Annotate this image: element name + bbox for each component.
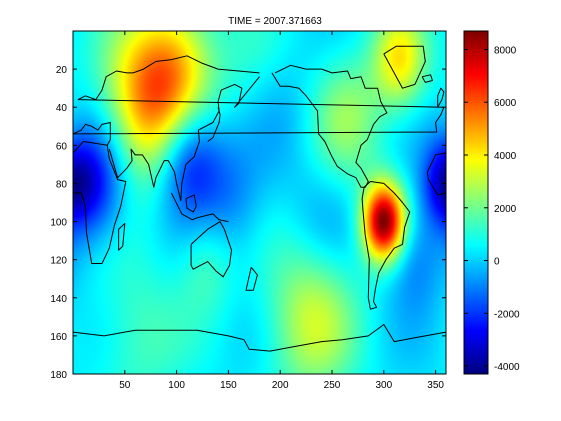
coast-indonesia bbox=[170, 192, 229, 223]
colorbar-tick-label: 8000 bbox=[494, 45, 517, 56]
x-axis: 50 100 150 200 250 300 350 bbox=[119, 31, 444, 391]
map-axes: 50 100 150 200 250 300 350 20 40 60 80 100 120 140 16… bbox=[50, 30, 447, 391]
coast-africa bbox=[426, 152, 447, 173]
coast-n-america bbox=[271, 64, 388, 188]
colorbar-tick-label: 4000 bbox=[494, 151, 517, 162]
y-tick-label: 40 bbox=[56, 103, 68, 114]
map-frame bbox=[72, 30, 447, 375]
y-tick-label: 160 bbox=[50, 332, 67, 343]
x-tick-label: 200 bbox=[272, 380, 289, 391]
y-tick-label: 180 bbox=[50, 370, 67, 381]
coast-greenland bbox=[383, 45, 426, 89]
x-tick-label: 50 bbox=[119, 380, 131, 391]
y-tick-label: 100 bbox=[50, 218, 67, 229]
x-tick-label: 100 bbox=[168, 380, 185, 391]
colorbar-gradient bbox=[464, 31, 488, 374]
coast-europe bbox=[72, 55, 445, 135]
coast-europe-south bbox=[72, 122, 111, 146]
coast-iceland bbox=[421, 74, 433, 83]
colorbar-frame bbox=[463, 30, 489, 375]
coast-madagascar bbox=[118, 223, 126, 251]
colorbar-tick-label: -2000 bbox=[494, 309, 520, 320]
coast-borneo bbox=[185, 194, 197, 213]
colorbar-ticks: 8000 6000 4000 2000 0 -2000 -4000 bbox=[464, 45, 520, 373]
coast-australia bbox=[190, 221, 232, 278]
coast-s-america bbox=[361, 181, 411, 310]
colorbar-tick-label: 2000 bbox=[494, 204, 517, 215]
colorbar: 8000 6000 4000 2000 0 -2000 -4000 bbox=[463, 30, 520, 375]
x-tick-label: 150 bbox=[220, 380, 237, 391]
coast-uk bbox=[437, 87, 445, 108]
y-tick-label: 20 bbox=[56, 65, 68, 76]
field-heatmap bbox=[73, 31, 446, 374]
colorbar-tick-label: -4000 bbox=[494, 362, 520, 373]
y-tick-label: 140 bbox=[50, 294, 67, 305]
x-tick-label: 300 bbox=[375, 380, 392, 391]
y-axis: 20 40 60 80 100 120 140 160 180 bbox=[50, 65, 446, 381]
coastlines bbox=[72, 45, 447, 352]
coast-japan bbox=[207, 107, 221, 142]
coast-arabia-asia bbox=[108, 76, 260, 202]
plot-title: TIME = 2007.371663 bbox=[228, 16, 322, 27]
colorbar-tick-label: 6000 bbox=[494, 98, 517, 109]
coast-africa-east bbox=[72, 141, 127, 264]
y-tick-label: 80 bbox=[56, 179, 68, 190]
coast-nz bbox=[245, 266, 258, 291]
x-tick-label: 250 bbox=[324, 380, 341, 391]
coast-africa-west bbox=[426, 171, 447, 196]
y-tick-label: 120 bbox=[50, 256, 67, 267]
coast-antarctica bbox=[72, 324, 447, 352]
x-tick-label: 350 bbox=[427, 380, 444, 391]
colorbar-tick-label: 0 bbox=[494, 257, 500, 268]
y-tick-label: 60 bbox=[56, 141, 68, 152]
